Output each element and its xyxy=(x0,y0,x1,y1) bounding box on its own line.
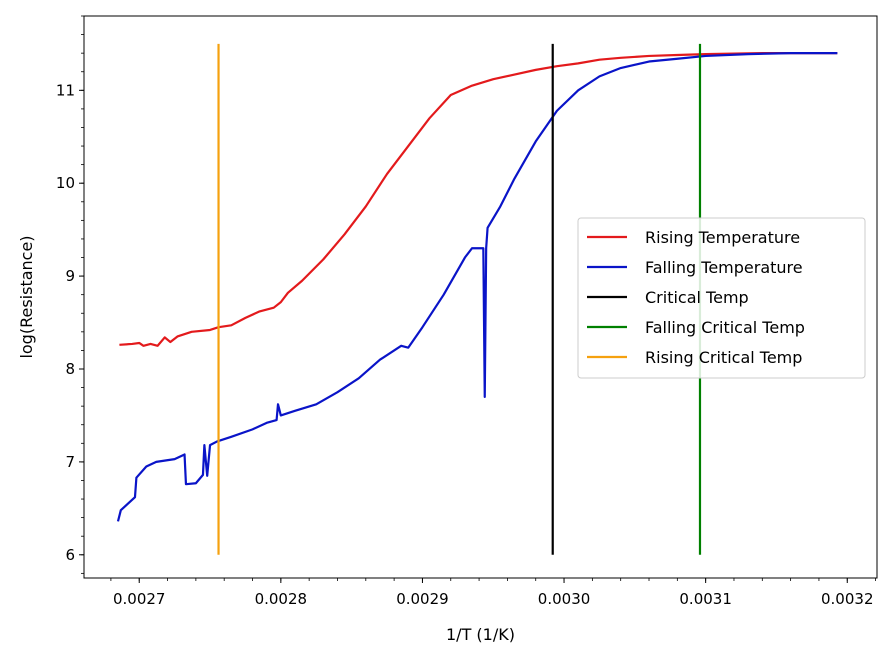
legend-label: Rising Critical Temp xyxy=(645,348,802,367)
x-tick-label: 0.0028 xyxy=(255,590,308,608)
series-line-rising-temperature xyxy=(119,52,838,347)
y-tick-label: 10 xyxy=(56,174,75,192)
y-tick-label: 11 xyxy=(56,81,75,99)
y-axis: 6 7 8 9 10 11 xyxy=(56,15,84,574)
legend-box xyxy=(577,217,866,379)
y-tick-label: 9 xyxy=(65,267,75,285)
legend-label: Rising Temperature xyxy=(645,228,800,247)
y-tick-label: 6 xyxy=(65,546,75,564)
x-tick-label: 0.0031 xyxy=(679,590,732,608)
plot-frame xyxy=(83,15,878,579)
y-axis-label: log(Resistance) xyxy=(17,235,36,358)
legend-label: Falling Temperature xyxy=(645,258,803,277)
x-tick-label: 0.0032 xyxy=(821,590,874,608)
series-line-falling-temperature xyxy=(116,52,838,522)
x-axis: 0.0027 0.0028 0.0029 0.0030 0.0031 0.0032 xyxy=(110,578,876,608)
legend: Rising Temperature Falling Temperature Cri… xyxy=(577,217,866,379)
legend-label: Falling Critical Temp xyxy=(645,318,805,337)
x-axis-label: 1/T (1/K) xyxy=(446,625,515,644)
y-tick-label: 8 xyxy=(65,360,75,378)
legend-label: Critical Temp xyxy=(645,288,749,307)
x-tick-label: 0.0030 xyxy=(538,590,591,608)
x-tick-label: 0.0027 xyxy=(113,590,166,608)
y-tick-label: 7 xyxy=(65,453,75,471)
x-tick-label: 0.0029 xyxy=(396,590,449,608)
